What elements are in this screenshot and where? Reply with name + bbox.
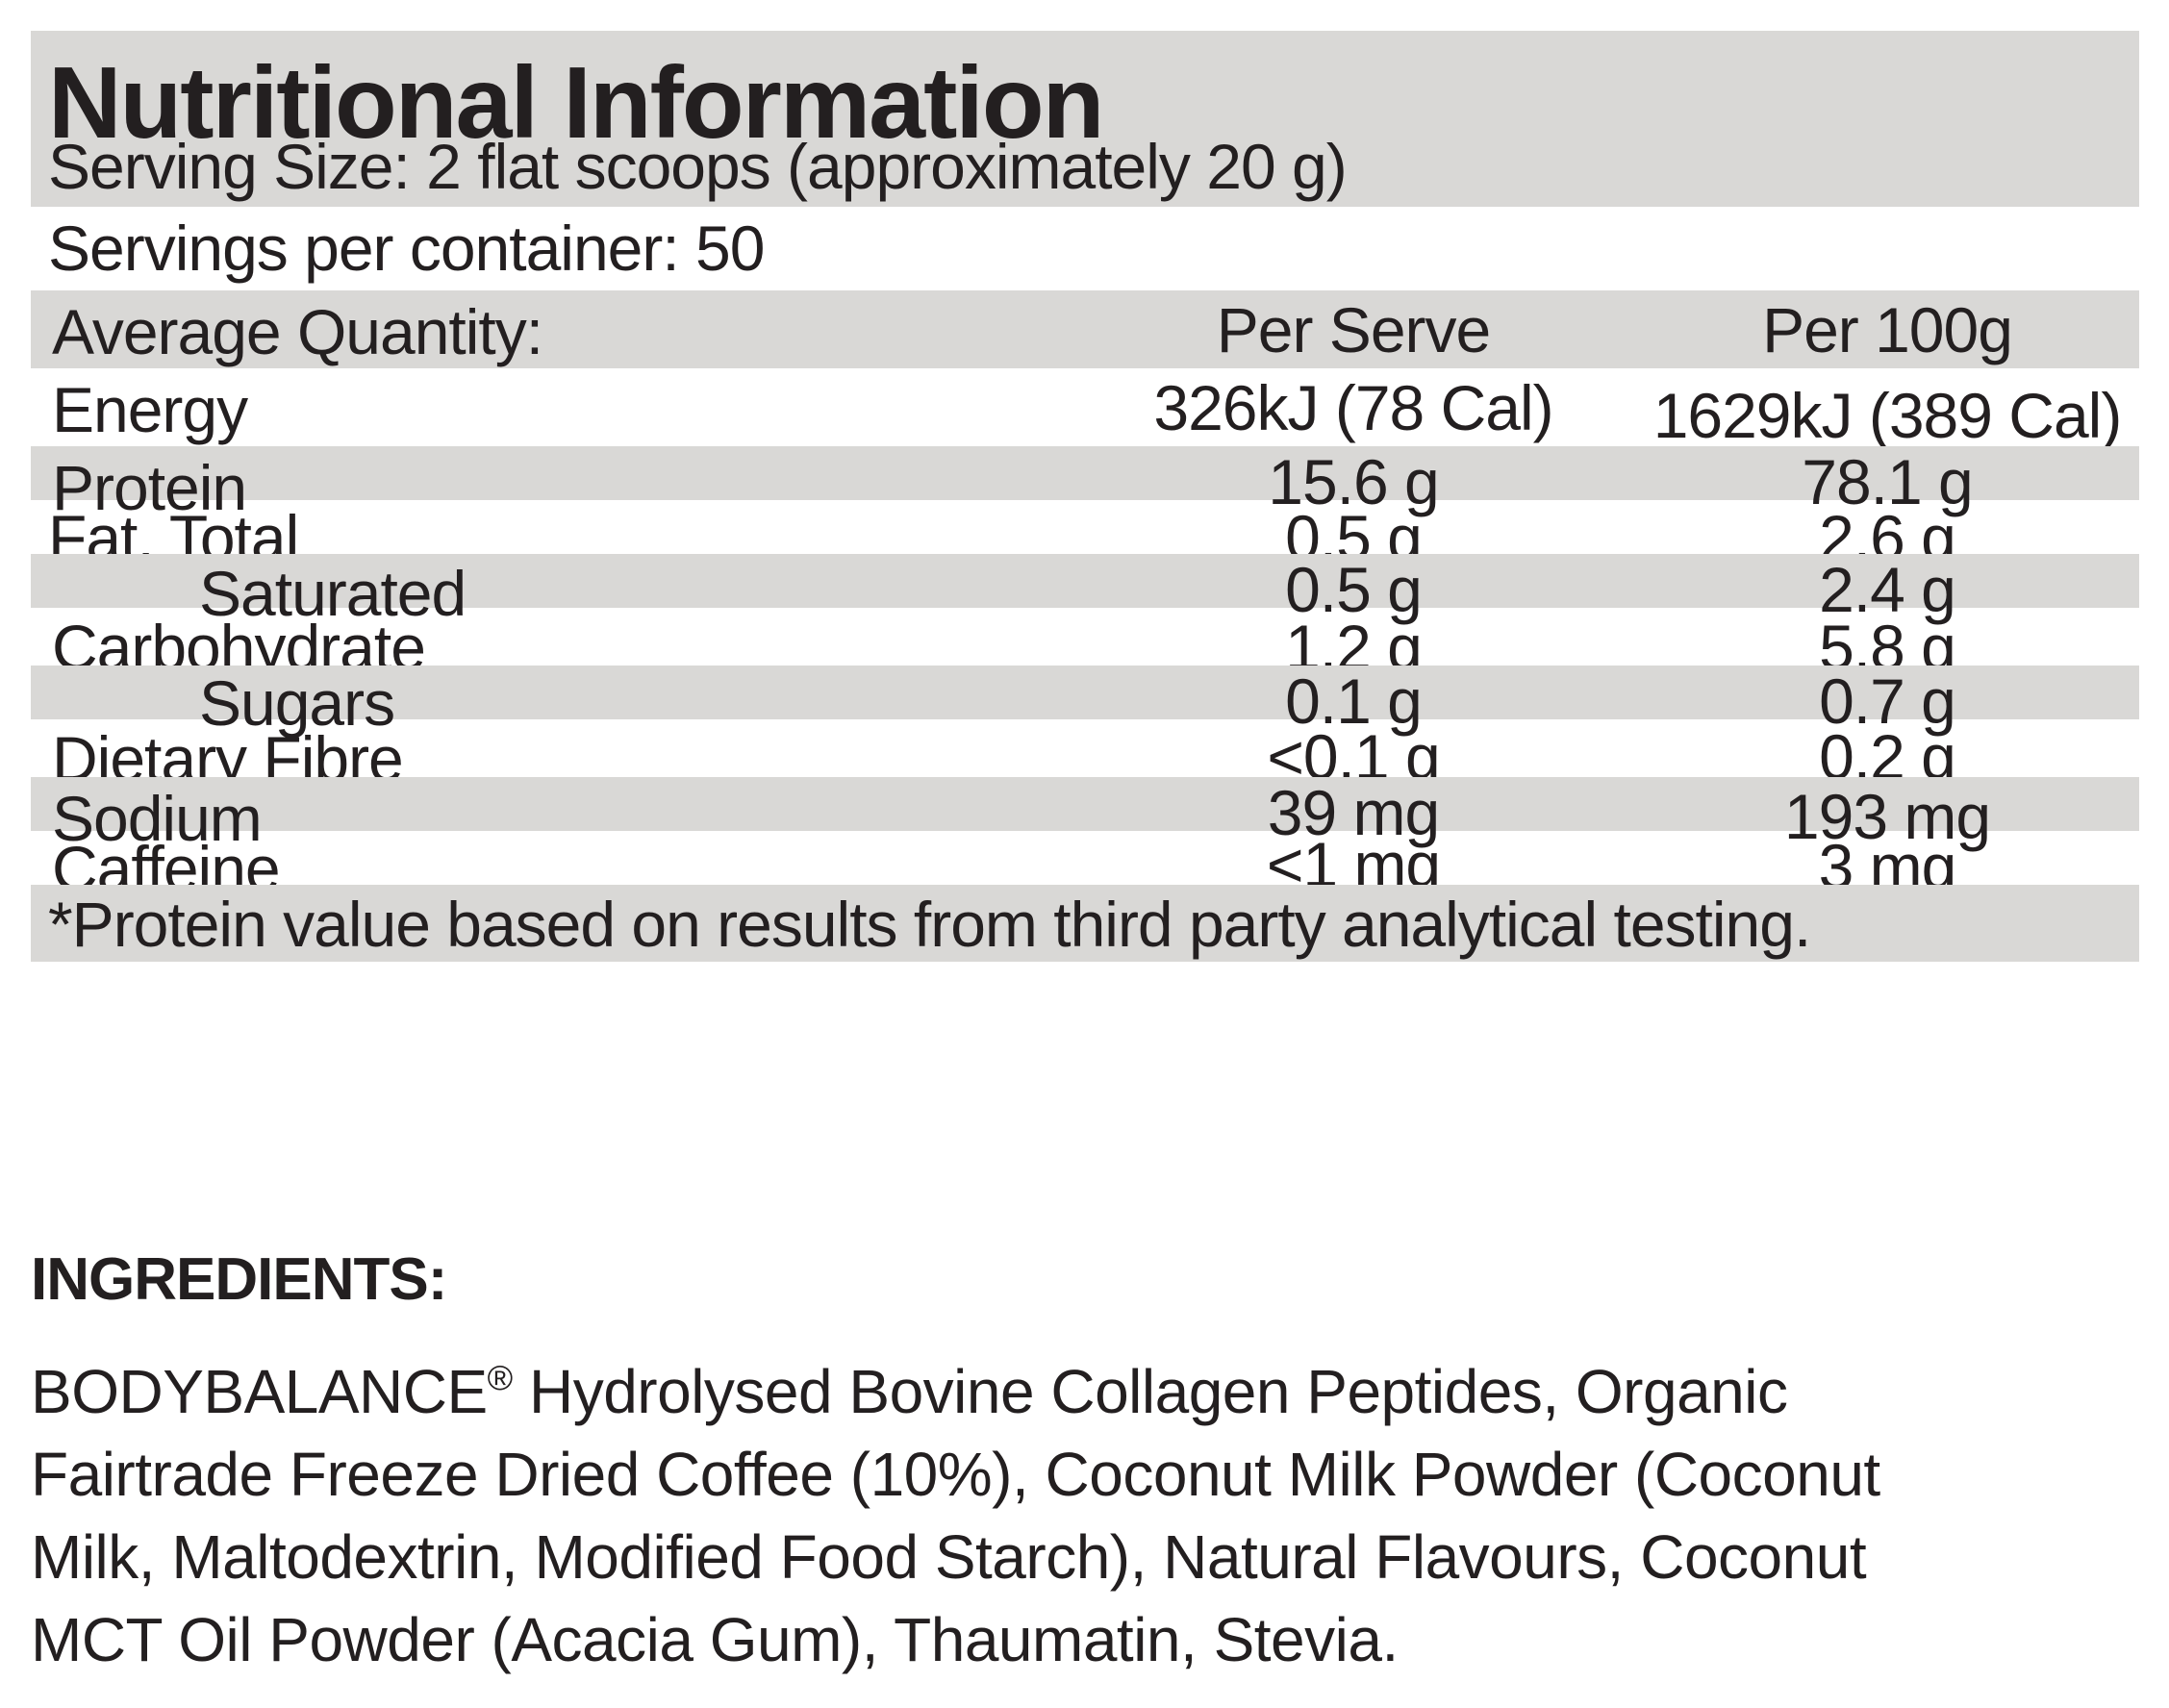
table-row-fat-total: Fat, Total 0.5 g 2.6 g [31,500,2139,569]
table-row-carbohydrate: Carbohydrate 1.2 g 5.8 g [31,608,2139,679]
row-per-serve: 0.1 g [1285,666,1423,737]
ingredients-line-3: Milk, Maltodextrin, Modified Food Starch… [31,1522,1867,1592]
servings-per-container-row: Servings per container: 50 [31,207,2139,290]
row-label: Protein [52,452,247,523]
table-row-saturated: Saturated 0.5 g 2.4 g [31,554,2139,625]
row-per-100g: 1629kJ (389 Cal) [1652,380,2123,451]
table-header-row: Average Quantity: Per Serve Per 100g [31,290,2139,368]
row-per-100g: 78.1 g [1802,446,1974,517]
ingredients-heading: INGREDIENTS: [31,1246,447,1313]
header-per-100g: Per 100g [1762,294,2013,365]
ingredients-brand: BODYBALANCE [31,1357,488,1426]
row-per-serve: 0.5 g [1285,554,1423,625]
row-label: Energy [52,374,248,445]
row-per-100g: 0.7 g [1819,666,1956,737]
row-per-100g: 2.4 g [1819,554,1956,625]
header-per-serve: Per Serve [1216,294,1491,365]
ingredients-line-1: BODYBALANCE® Hydrolysed Bovine Collagen … [31,1337,2128,1433]
ingredients-line-4: MCT Oil Powder (Acacia Gum), Thaumatin, … [31,1605,1399,1674]
ingredients-line-1-text: Hydrolysed Bovine Collagen Peptides, Org… [512,1357,1788,1426]
panel-title: Nutritional Information [48,46,1104,160]
header-label: Average Quantity: [52,296,543,367]
row-per-serve: 39 mg [1267,777,1440,848]
row-per-serve: 15.6 g [1268,446,1440,517]
ingredients-section: INGREDIENTS: BODYBALANCE® Hydrolysed Bov… [31,1250,2128,1681]
row-label: Sugars [199,667,395,739]
footnote-row: *Protein value based on results from thi… [31,885,2139,962]
row-label: Saturated [199,558,467,629]
serving-size: Serving Size: 2 flat scoops (approximate… [48,131,1348,202]
row-per-serve: 326kJ (78 Cal) [1153,372,1553,443]
table-row-protein: Protein 15.6 g 78.1 g [31,446,2139,519]
servings-per-container: Servings per container: 50 [48,213,765,284]
table-row-sugars: Sugars 0.1 g 0.7 g [31,666,2139,735]
table-row-energy: Energy 326kJ (78 Cal) 1629kJ (389 Cal) [31,368,2139,451]
table-row-sodium: Sodium 39 mg 193 mg [31,777,2139,850]
title-block: Nutritional Information Serving Size: 2 … [31,31,2139,207]
table-row-caffeine: Caffeine <1 mg 3 mg [31,831,2139,900]
table-row-dietary-fibre: Dietary Fibre <0.1 g 0.2 g [31,719,2139,791]
nutrition-panel: Nutritional Information Serving Size: 2 … [31,31,2139,962]
row-label: Sodium [52,783,263,854]
registered-mark: ® [487,1358,514,1397]
footnote: *Protein value based on results from thi… [48,889,1811,960]
row-per-100g: 193 mg [1783,781,1991,852]
ingredients-line-2: Fairtrade Freeze Dried Coffee (10%), Coc… [31,1440,1880,1509]
